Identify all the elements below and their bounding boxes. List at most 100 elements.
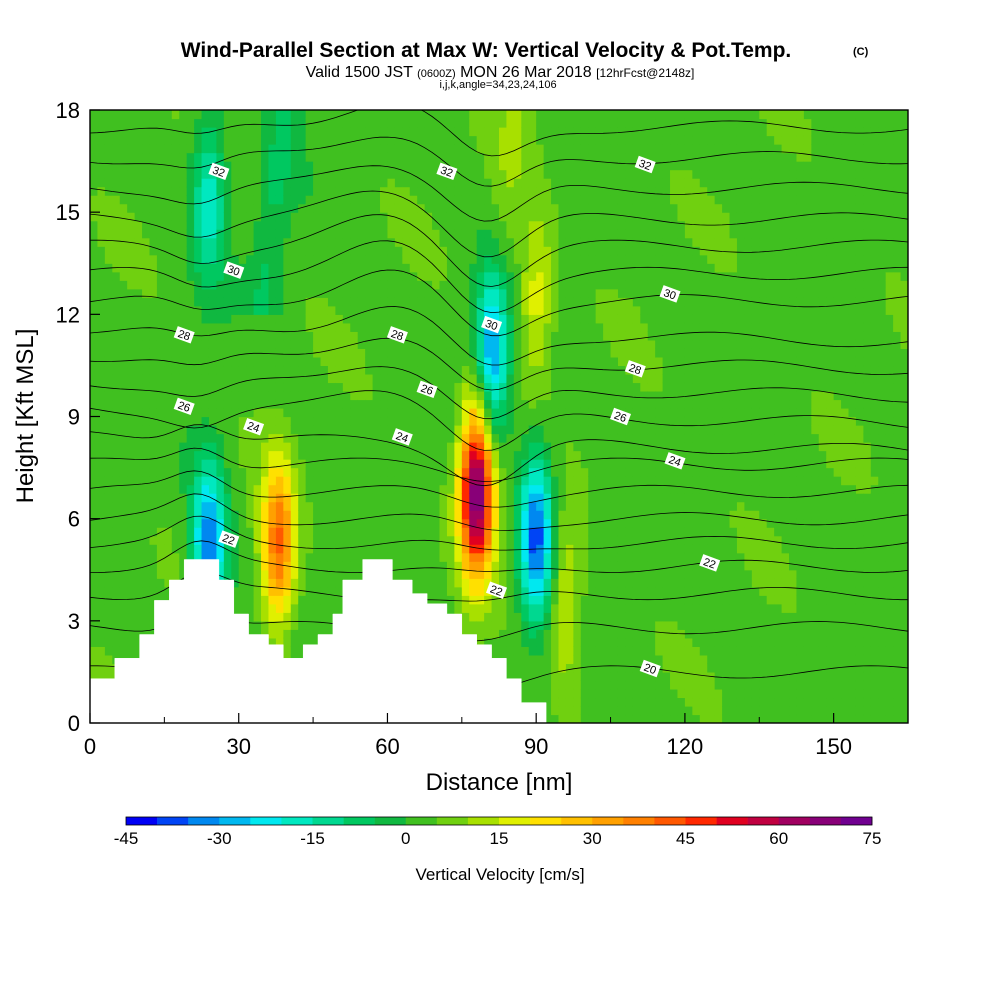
velocity-cell xyxy=(580,654,589,664)
velocity-cell xyxy=(365,110,374,120)
velocity-cell xyxy=(223,356,232,367)
velocity-cell xyxy=(313,229,322,239)
velocity-cell xyxy=(238,305,247,315)
velocity-cell xyxy=(380,263,389,273)
velocity-cell xyxy=(580,535,589,545)
velocity-cell xyxy=(365,203,374,213)
velocity-cell xyxy=(223,314,232,324)
velocity-cell xyxy=(327,535,336,545)
velocity-cell xyxy=(283,450,292,460)
velocity-cell xyxy=(506,578,515,588)
velocity-cell xyxy=(156,467,165,477)
velocity-cell xyxy=(469,212,478,222)
velocity-cell xyxy=(402,493,411,503)
velocity-cell xyxy=(223,110,232,120)
velocity-cell xyxy=(573,382,582,392)
velocity-cell xyxy=(454,297,463,307)
velocity-cell xyxy=(521,144,530,154)
velocity-cell xyxy=(335,271,344,281)
velocity-cell xyxy=(476,450,485,460)
velocity-cell xyxy=(90,212,99,222)
velocity-cell xyxy=(216,373,225,384)
velocity-cell xyxy=(275,569,284,579)
velocity-cell xyxy=(506,144,515,154)
velocity-cell xyxy=(417,450,426,460)
velocity-cell xyxy=(134,620,143,630)
velocity-cell xyxy=(104,254,113,264)
velocity-cell xyxy=(208,518,218,528)
velocity-cell xyxy=(387,144,396,154)
velocity-cell xyxy=(127,612,136,622)
velocity-cell xyxy=(588,297,597,307)
velocity-cell xyxy=(119,620,128,630)
velocity-cell xyxy=(595,254,604,264)
velocity-cell xyxy=(409,254,418,264)
velocity-cell xyxy=(394,203,403,213)
velocity-cell xyxy=(253,629,262,639)
velocity-cell xyxy=(275,603,284,613)
velocity-cell xyxy=(268,356,277,367)
velocity-cell xyxy=(536,407,545,418)
velocity-cell xyxy=(543,220,552,230)
velocity-cell xyxy=(536,450,545,460)
velocity-cell xyxy=(394,339,403,349)
velocity-cell xyxy=(335,110,344,120)
velocity-cell xyxy=(513,373,522,384)
velocity-cell xyxy=(580,212,589,222)
velocity-cell xyxy=(409,382,418,392)
velocity-cell xyxy=(409,127,418,137)
velocity-cell xyxy=(461,501,470,511)
velocity-cell xyxy=(97,518,106,528)
velocity-cell xyxy=(149,552,158,562)
velocity-cell xyxy=(521,280,530,290)
velocity-cell xyxy=(238,297,247,307)
velocity-cell xyxy=(186,127,195,137)
velocity-cell xyxy=(171,178,180,188)
velocity-cell xyxy=(565,450,574,460)
velocity-cell xyxy=(119,229,128,239)
velocity-cell xyxy=(469,603,478,613)
velocity-cell xyxy=(536,612,545,622)
velocity-cell xyxy=(402,356,411,367)
velocity-cell xyxy=(551,322,560,332)
velocity-cell xyxy=(513,510,522,520)
velocity-cell xyxy=(417,263,426,273)
velocity-cell xyxy=(350,144,359,154)
velocity-cell xyxy=(588,127,597,137)
velocity-cell xyxy=(588,356,597,367)
velocity-cell xyxy=(112,493,121,503)
velocity-cell xyxy=(484,518,493,528)
velocity-cell xyxy=(536,186,545,196)
velocity-cell xyxy=(261,195,270,205)
velocity-cell xyxy=(171,382,180,392)
velocity-cell xyxy=(350,246,359,256)
velocity-cell xyxy=(543,152,552,162)
velocity-cell xyxy=(283,186,292,196)
velocity-cell xyxy=(171,518,180,528)
velocity-cell xyxy=(469,433,478,443)
velocity-cell xyxy=(469,578,478,588)
velocity-cell xyxy=(499,280,508,290)
velocity-cell xyxy=(580,484,589,494)
velocity-cell xyxy=(134,527,143,537)
velocity-cell xyxy=(253,305,262,315)
velocity-cell xyxy=(394,169,403,179)
velocity-cell xyxy=(134,237,143,247)
velocity-cell xyxy=(253,407,262,418)
velocity-cell xyxy=(580,331,589,341)
velocity-cell xyxy=(394,229,403,239)
velocity-cell xyxy=(513,595,522,605)
velocity-cell xyxy=(90,527,99,537)
velocity-cell xyxy=(513,297,522,307)
velocity-cell xyxy=(90,237,99,247)
velocity-cell xyxy=(454,493,463,503)
velocity-cell xyxy=(186,118,195,128)
velocity-cell xyxy=(156,127,165,137)
velocity-cell xyxy=(499,518,508,528)
velocity-cell xyxy=(528,288,537,298)
velocity-cell xyxy=(171,271,180,281)
velocity-cell xyxy=(365,510,374,520)
velocity-cell xyxy=(298,442,307,452)
velocity-cell xyxy=(357,569,366,579)
velocity-cell xyxy=(253,442,262,452)
